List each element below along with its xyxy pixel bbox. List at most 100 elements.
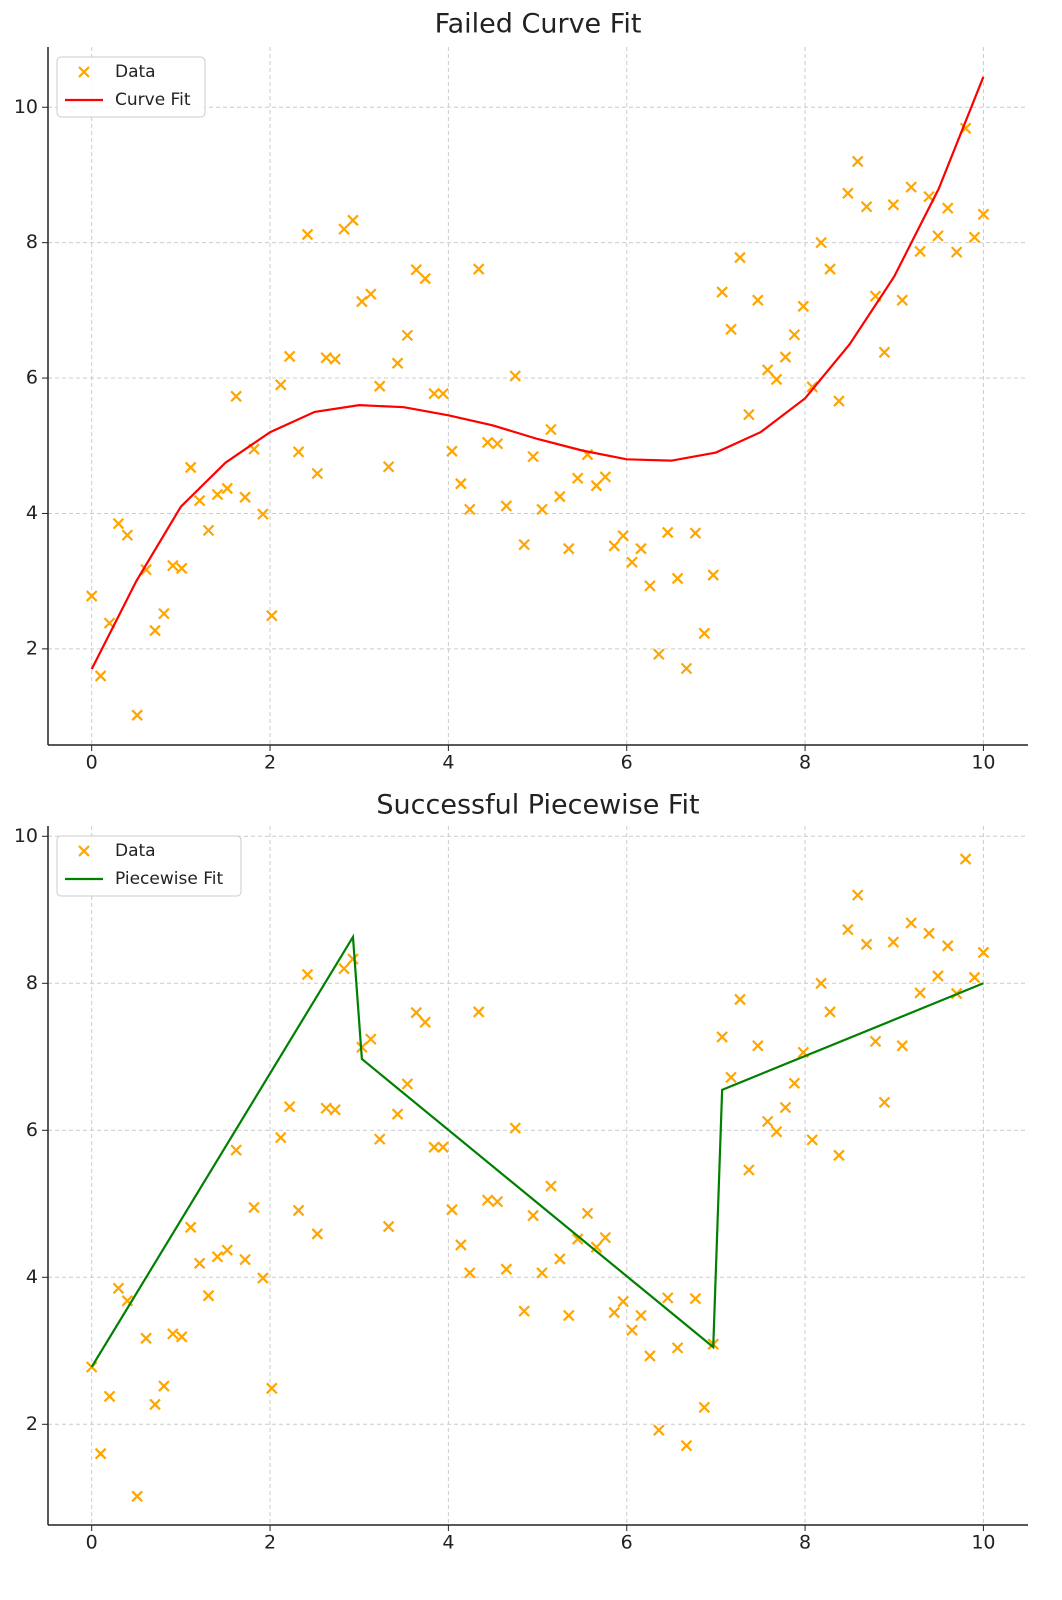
x-tick-label: 0 [86,752,98,774]
marker-stroke [905,181,917,193]
marker-stroke [770,1125,783,1138]
data-point [806,381,818,393]
data-point [869,1035,882,1048]
marker-stroke [193,494,206,507]
marker-stroke [428,1141,440,1153]
marker-stroke [896,294,909,306]
data-point [878,346,891,359]
data-point [184,1221,197,1234]
data-point [698,627,711,640]
marker-stroke [635,1309,647,1322]
data-point [824,263,836,275]
marker-stroke [689,527,702,539]
marker-stroke [527,450,539,463]
data-point [509,1122,522,1134]
marker-stroke [230,390,242,403]
marker-stroke [391,357,404,369]
data-point [761,364,774,376]
data-point [887,198,900,211]
data-point [527,1209,539,1222]
data-point [248,1201,260,1214]
marker-stroke [365,288,377,300]
data-point [103,1390,116,1403]
marker-stroke [725,323,737,336]
marker-stroke [824,263,836,275]
marker-stroke [608,540,621,552]
marker-stroke [554,1253,566,1265]
marker-stroke [752,294,764,306]
marker-stroke [914,987,926,999]
y-tick-label: 10 [14,825,38,847]
marker-stroke [338,223,350,235]
marker-stroke [283,350,296,363]
marker-stroke [347,214,359,227]
y-tick-label: 6 [26,1119,38,1141]
marker-stroke [698,1401,711,1414]
marker-stroke [608,1306,621,1319]
data-point [257,1272,269,1284]
marker-stroke [338,962,350,975]
data-point [806,1134,818,1146]
y-tick-label: 8 [26,231,38,253]
data-point [689,1292,702,1305]
marker-stroke [770,373,783,386]
y-tick-label: 8 [26,972,38,994]
x-tick-label: 8 [799,1532,811,1554]
chart-title: Failed Curve Fit [435,9,642,40]
marker-stroke [571,1233,584,1245]
marker-stroke [365,1033,377,1045]
y-tick-label: 4 [26,1266,38,1288]
marker-stroke [698,627,711,640]
data-point [562,1309,575,1322]
marker-stroke [266,1382,278,1395]
marker-stroke [896,1039,909,1052]
marker-stroke [851,889,864,901]
marker-stroke [680,1439,693,1452]
marker-stroke [734,993,746,1006]
marker-stroke [248,1201,260,1214]
marker-stroke [464,1267,476,1279]
data-point [437,1141,449,1153]
data-point [571,1233,584,1245]
marker-stroke [311,1228,324,1240]
data-point [167,1328,179,1340]
data-point [373,1133,386,1145]
data-point [283,350,296,363]
legend-marker [78,66,90,78]
data-point [797,300,810,313]
marker-stroke [968,971,981,984]
marker-stroke [661,526,674,539]
marker-stroke [590,479,603,492]
data-point [815,236,827,249]
data-point [184,461,197,474]
x-tick-label: 6 [621,1532,633,1554]
marker-stroke [274,1131,287,1144]
marker-stroke [202,1289,215,1302]
data-point [914,987,926,999]
legend: Data Piecewise Fit [56,835,242,897]
marker-stroke [518,1305,530,1317]
marker-stroke [373,1133,386,1145]
data-point [85,590,98,602]
data-point [545,423,557,436]
marker-stroke [941,202,954,214]
marker-stroke [347,953,359,965]
marker-stroke [653,648,665,661]
data-point [599,471,612,483]
marker-stroke [806,381,818,393]
marker-stroke [257,1272,269,1284]
marker-stroke [320,1102,332,1115]
marker-stroke [545,1180,557,1192]
marker-stroke [419,1016,431,1029]
marker-stroke [78,845,90,857]
fit-line [90,76,985,670]
data-point [680,662,693,675]
data-point [788,1077,801,1090]
marker-stroke [140,1332,152,1345]
marker-stroke [437,387,449,400]
data-point [518,1305,530,1317]
marker-stroke [221,1244,234,1256]
marker-stroke [860,200,873,213]
marker-stroke [779,351,792,363]
marker-stroke [329,1103,341,1116]
